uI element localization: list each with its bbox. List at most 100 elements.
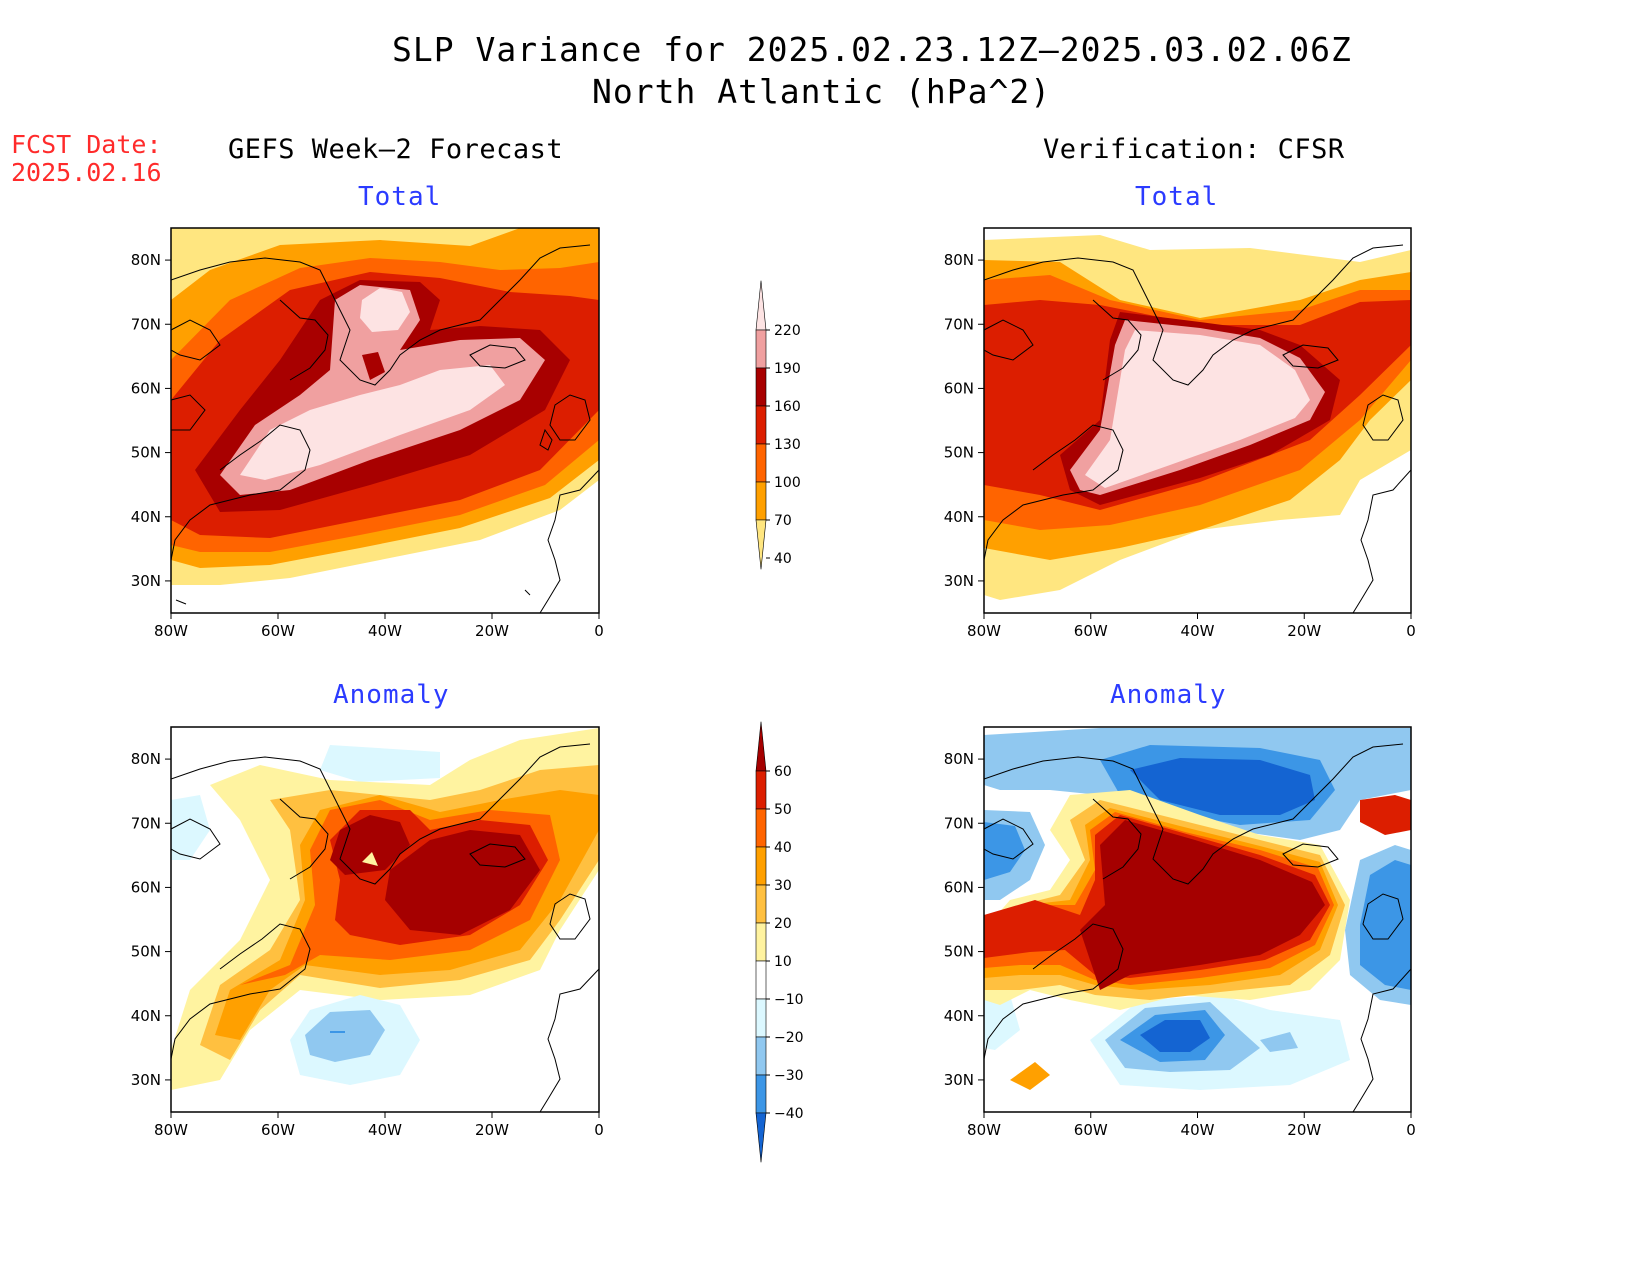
colorbar-label: −30 <box>774 1068 804 1084</box>
colorbar-swatch <box>755 884 767 924</box>
lon-tick-label: 80W <box>967 622 1001 640</box>
lat-tick-label: 40N <box>131 508 161 526</box>
colorbar-swatch <box>755 922 767 962</box>
colorbar-label: 70 <box>774 513 792 529</box>
lon-tick-label: 40W <box>1181 1121 1215 1139</box>
forecast-anomaly-label: Anomaly <box>333 680 450 710</box>
colorbar-swatch <box>755 998 767 1038</box>
colorbar-swatch <box>755 1074 767 1114</box>
colorbar-label: 40 <box>774 840 792 856</box>
coastlines-bottom-right <box>984 743 1411 1112</box>
coastlines-top-right <box>984 244 1411 613</box>
lon-tick-label: 80W <box>154 1121 188 1139</box>
forecast-total-map <box>171 228 599 613</box>
verification-total-map <box>984 228 1411 613</box>
colorbar-swatch <box>755 846 767 886</box>
lat-tick-label: 30N <box>944 572 974 590</box>
lon-tick-label: 20W <box>1287 622 1321 640</box>
anomaly-colorbar: 60 50 40 30 20 10 −10 −20 −30 −40 <box>755 721 804 1163</box>
lat-tick-label: 80N <box>131 750 161 768</box>
colorbar-label: −10 <box>774 992 804 1008</box>
main-subtitle: North Atlantic (hPa^2) <box>592 72 1052 111</box>
lat-tick-label: 80N <box>131 251 161 269</box>
colorbar-swatch <box>755 721 767 772</box>
forecast-total-label: Total <box>358 182 442 212</box>
lon-tick-label: 80W <box>154 622 188 640</box>
colorbar-swatch <box>755 329 767 369</box>
total-colorbar: 220 190 160 130 100 70 40 <box>755 280 801 570</box>
lat-tick-label: 50N <box>131 943 161 961</box>
lat-tick-label: 60N <box>944 878 974 896</box>
verification-column-title: Verification: CFSR <box>1043 134 1345 165</box>
lat-tick-label: 30N <box>131 1071 161 1089</box>
lat-tick-label: 40N <box>944 1007 974 1025</box>
lat-tick-label: 70N <box>131 315 161 333</box>
colorbar-label: 130 <box>774 437 801 453</box>
colorbar-label: 20 <box>774 916 792 932</box>
lon-tick-label: 20W <box>475 622 509 640</box>
verification-anomaly-label: Anomaly <box>1110 680 1227 710</box>
axis-labels: 80N 70N 60N 50N 40N 30N 80W 60W 40W 20W 0 80N 70N 60N… <box>131 251 1416 1139</box>
colorbar-swatch <box>755 960 767 1000</box>
lon-tick-label: 60W <box>261 1121 295 1139</box>
colorbar-swatch <box>755 367 767 407</box>
lon-tick-label: 40W <box>1181 622 1215 640</box>
lon-tick-label: 60W <box>261 622 295 640</box>
colorbar-swatch <box>755 481 767 521</box>
lat-tick-label: 50N <box>944 444 974 462</box>
lon-tick-label: 60W <box>1074 1121 1108 1139</box>
lon-tick-label: 0 <box>1406 1121 1416 1139</box>
lat-tick-label: 80N <box>944 251 974 269</box>
fcst-date-label: FCST Date: <box>11 130 162 159</box>
lat-tick-label: 50N <box>131 444 161 462</box>
colorbar-label: 100 <box>774 475 801 491</box>
colorbar-label: −40 <box>774 1106 804 1122</box>
lon-tick-label: 0 <box>594 1121 604 1139</box>
lat-tick-label: 70N <box>944 814 974 832</box>
colorbar-swatch <box>755 405 767 445</box>
lat-tick-label: 70N <box>944 315 974 333</box>
lat-tick-label: 60N <box>131 878 161 896</box>
colorbar-label: 50 <box>774 802 792 818</box>
colorbar-label: 30 <box>774 878 792 894</box>
colorbar-swatch <box>755 443 767 483</box>
colorbar-label: 160 <box>774 399 801 415</box>
lon-tick-label: 40W <box>368 1121 402 1139</box>
main-title: SLP Variance for 2025.02.23.12Z–2025.03.… <box>392 30 1352 69</box>
lon-tick-label: 0 <box>1406 622 1416 640</box>
axis-ticks <box>165 259 1412 1118</box>
forecast-column-title: GEFS Week–2 Forecast <box>228 134 564 165</box>
lat-tick-label: 40N <box>131 1007 161 1025</box>
verification-total-label: Total <box>1135 182 1219 212</box>
lat-tick-label: 30N <box>944 1071 974 1089</box>
colorbar-label: 60 <box>774 764 792 780</box>
forecast-anomaly-map <box>171 727 599 1112</box>
lat-tick-label: 30N <box>131 572 161 590</box>
colorbar-label: 190 <box>774 361 801 377</box>
lon-tick-label: 40W <box>368 622 402 640</box>
colorbar-label: 10 <box>774 954 792 970</box>
lat-tick-label: 80N <box>944 750 974 768</box>
lat-tick-label: 40N <box>944 508 974 526</box>
colorbar-swatch <box>755 1036 767 1076</box>
lon-tick-label: 60W <box>1074 622 1108 640</box>
colorbar-swatch <box>755 280 767 331</box>
lon-tick-label: 20W <box>475 1121 509 1139</box>
colorbar-swatch <box>755 519 767 570</box>
lat-tick-label: 60N <box>944 379 974 397</box>
colorbar-label: −20 <box>774 1030 804 1046</box>
coastlines-top-left <box>171 244 599 613</box>
map-frames <box>170 227 1412 1113</box>
colorbar-swatch <box>755 808 767 848</box>
colorbar-swatch <box>755 1112 767 1163</box>
lat-tick-label: 70N <box>131 814 161 832</box>
colorbar-label: 40 <box>774 551 792 567</box>
lat-tick-label: 60N <box>131 379 161 397</box>
lon-tick-label: 0 <box>594 622 604 640</box>
lon-tick-label: 80W <box>967 1121 1001 1139</box>
coastlines-bottom-left <box>171 743 599 1112</box>
lon-tick-label: 20W <box>1287 1121 1321 1139</box>
verification-anomaly-map <box>984 727 1411 1112</box>
colorbar-swatch <box>755 770 767 810</box>
colorbar-label: 220 <box>774 323 801 339</box>
